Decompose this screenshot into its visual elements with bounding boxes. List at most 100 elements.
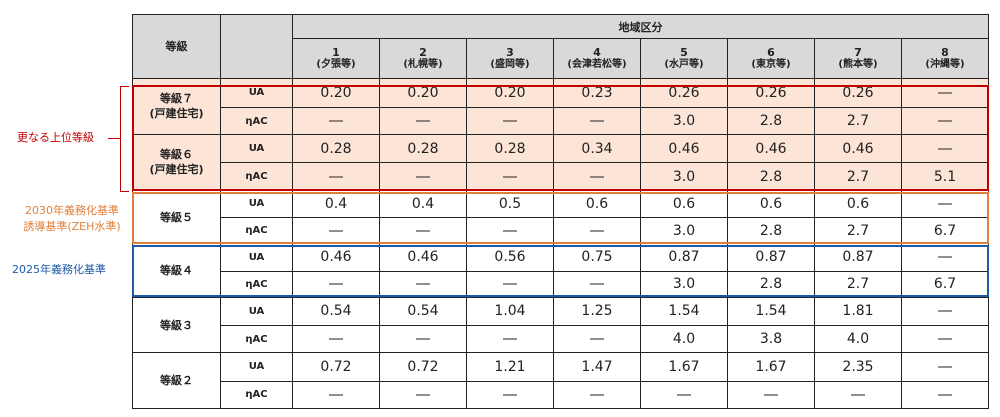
grade-name: 等級５ xyxy=(160,210,193,224)
metric-label: ηAC xyxy=(220,270,293,298)
grade-label: 等級５ xyxy=(132,189,221,245)
zone-city: (盛岡等) xyxy=(490,58,530,70)
value-cell: 5.1 xyxy=(901,162,989,191)
region-header: 地域区分 xyxy=(292,13,989,40)
zone-city: (東京等) xyxy=(751,58,791,70)
zone-number: 6 xyxy=(767,45,775,59)
table-row: ηAC ― ― ― ― 3.0 2.8 2.7 5.1 xyxy=(133,162,989,191)
value-cell: ― xyxy=(292,106,380,136)
value-cell: 1.25 xyxy=(553,296,641,327)
value-cell: ― xyxy=(379,216,467,245)
table-row: 等級６ (戸建住宅) UA 0.28 0.28 0.28 0.34 0.46 0.46 0.46 ― xyxy=(132,134,989,191)
value-cell: ― xyxy=(901,243,989,272)
value-cell: ― xyxy=(466,325,554,354)
value-cell: 0.20 xyxy=(466,77,554,108)
grade-label: 等級４ xyxy=(132,243,221,298)
table-row: ηAC ― ― ― ― 3.0 2.8 2.7 ― xyxy=(133,106,989,136)
value-cell: 2.7 xyxy=(814,270,902,298)
value-cell: 0.87 xyxy=(640,243,728,272)
grade-label: 等級２ xyxy=(132,352,221,409)
table-row: 等級５ UA 0.4 0.4 0.5 0.6 0.6 0.6 0.6 ― xyxy=(132,189,989,245)
value-cell: 0.28 xyxy=(466,134,554,164)
value-cell: 1.21 xyxy=(466,352,554,382)
table-row: 等級７ (戸建住宅) UA 0.20 0.20 0.20 0.23 0.26 0.26 0.26 ― xyxy=(132,77,989,136)
zone-number: 4 xyxy=(593,45,601,59)
value-cell: 6.7 xyxy=(901,216,989,245)
value-cell: 3.0 xyxy=(640,216,728,245)
value-cell: ― xyxy=(901,325,989,354)
value-cell: ― xyxy=(466,106,554,136)
value-cell: 2.7 xyxy=(814,106,902,136)
zone-header-8: 8 (沖縄等) xyxy=(901,38,989,79)
value-cell: 4.0 xyxy=(640,325,728,354)
energy-standard-table: 等級 地域区分 1 (夕張等) 2 (札幌等) 3 (盛岡等) 4 (会津若松等) 5 (水戸等)… xyxy=(132,13,989,410)
value-cell: 0.87 xyxy=(814,243,902,272)
bracket-higher-grades xyxy=(120,86,129,192)
value-cell: ― xyxy=(553,380,641,410)
value-cell: 0.46 xyxy=(640,134,728,164)
grade-name: 等級７ xyxy=(160,92,193,106)
value-cell: 6.7 xyxy=(901,270,989,298)
value-cell: 2.8 xyxy=(727,270,815,298)
zone-number: 3 xyxy=(506,45,514,59)
value-cell: 0.46 xyxy=(727,134,815,164)
grade-scope: (戸建住宅) xyxy=(149,163,204,177)
value-cell: 2.8 xyxy=(727,106,815,136)
zone-number: 7 xyxy=(854,45,862,59)
value-cell: 1.81 xyxy=(814,296,902,327)
value-cell: 0.28 xyxy=(379,134,467,164)
value-cell: ― xyxy=(901,77,989,108)
value-cell: ― xyxy=(292,325,380,354)
value-cell: 0.4 xyxy=(292,189,380,219)
metric-label: UA xyxy=(220,243,293,272)
table-row: 等級４ UA 0.46 0.46 0.56 0.75 0.87 0.87 0.87 ― xyxy=(132,243,989,298)
value-cell: 0.5 xyxy=(466,189,554,219)
label-higher-grades-text: 更なる上位等級 xyxy=(17,131,94,144)
zone-header-1: 1 (夕張等) xyxy=(292,38,380,79)
value-cell: 0.46 xyxy=(814,134,902,164)
bracket-tick xyxy=(108,138,120,139)
value-cell: ― xyxy=(466,380,554,410)
value-cell: 0.87 xyxy=(727,243,815,272)
value-cell: 0.34 xyxy=(553,134,641,164)
value-cell: 2.7 xyxy=(814,216,902,245)
value-cell: 1.67 xyxy=(727,352,815,382)
value-cell: 1.04 xyxy=(466,296,554,327)
value-cell: 0.26 xyxy=(727,77,815,108)
value-cell: 0.28 xyxy=(292,134,380,164)
value-cell: ― xyxy=(901,134,989,164)
metric-label: ηAC xyxy=(220,106,293,136)
grade-name: 等級４ xyxy=(160,264,193,278)
value-cell: ― xyxy=(640,380,728,410)
value-cell: ― xyxy=(292,162,380,191)
value-cell: ― xyxy=(379,270,467,298)
grade-header: 等級 xyxy=(132,14,221,79)
zone-city: (夕張等) xyxy=(316,58,356,70)
grade-name: 等級３ xyxy=(160,318,193,332)
metric-header-blank xyxy=(220,14,293,79)
value-cell: ― xyxy=(901,352,989,382)
zone-header-6: 6 (東京等) xyxy=(727,38,815,79)
metric-label: ηAC xyxy=(220,380,293,410)
zone-number: 1 xyxy=(332,45,340,59)
metric-label: ηAC xyxy=(220,325,293,354)
label-2030-line2: 誘導基準(ZEH水準) xyxy=(23,220,121,233)
value-cell: ― xyxy=(466,270,554,298)
value-cell: 1.47 xyxy=(553,352,641,382)
zone-city: (沖縄等) xyxy=(925,58,965,70)
metric-label: UA xyxy=(220,352,293,382)
table-row: ηAC ― ― ― ― 3.0 2.8 2.7 6.7 xyxy=(133,216,989,245)
value-cell: 2.35 xyxy=(814,352,902,382)
value-cell: 3.0 xyxy=(640,270,728,298)
value-cell: ― xyxy=(466,216,554,245)
value-cell: 0.26 xyxy=(814,77,902,108)
value-cell: 2.8 xyxy=(727,216,815,245)
value-cell: ― xyxy=(553,270,641,298)
zone-header-5: 5 (水戸等) xyxy=(640,38,728,79)
zone-header-3: 3 (盛岡等) xyxy=(466,38,554,79)
value-cell: 0.26 xyxy=(640,77,728,108)
label-2030-line1: 2030年義務化基準 xyxy=(25,204,119,217)
value-cell: ― xyxy=(379,380,467,410)
value-cell: 0.54 xyxy=(292,296,380,327)
metric-label: UA xyxy=(220,296,293,327)
